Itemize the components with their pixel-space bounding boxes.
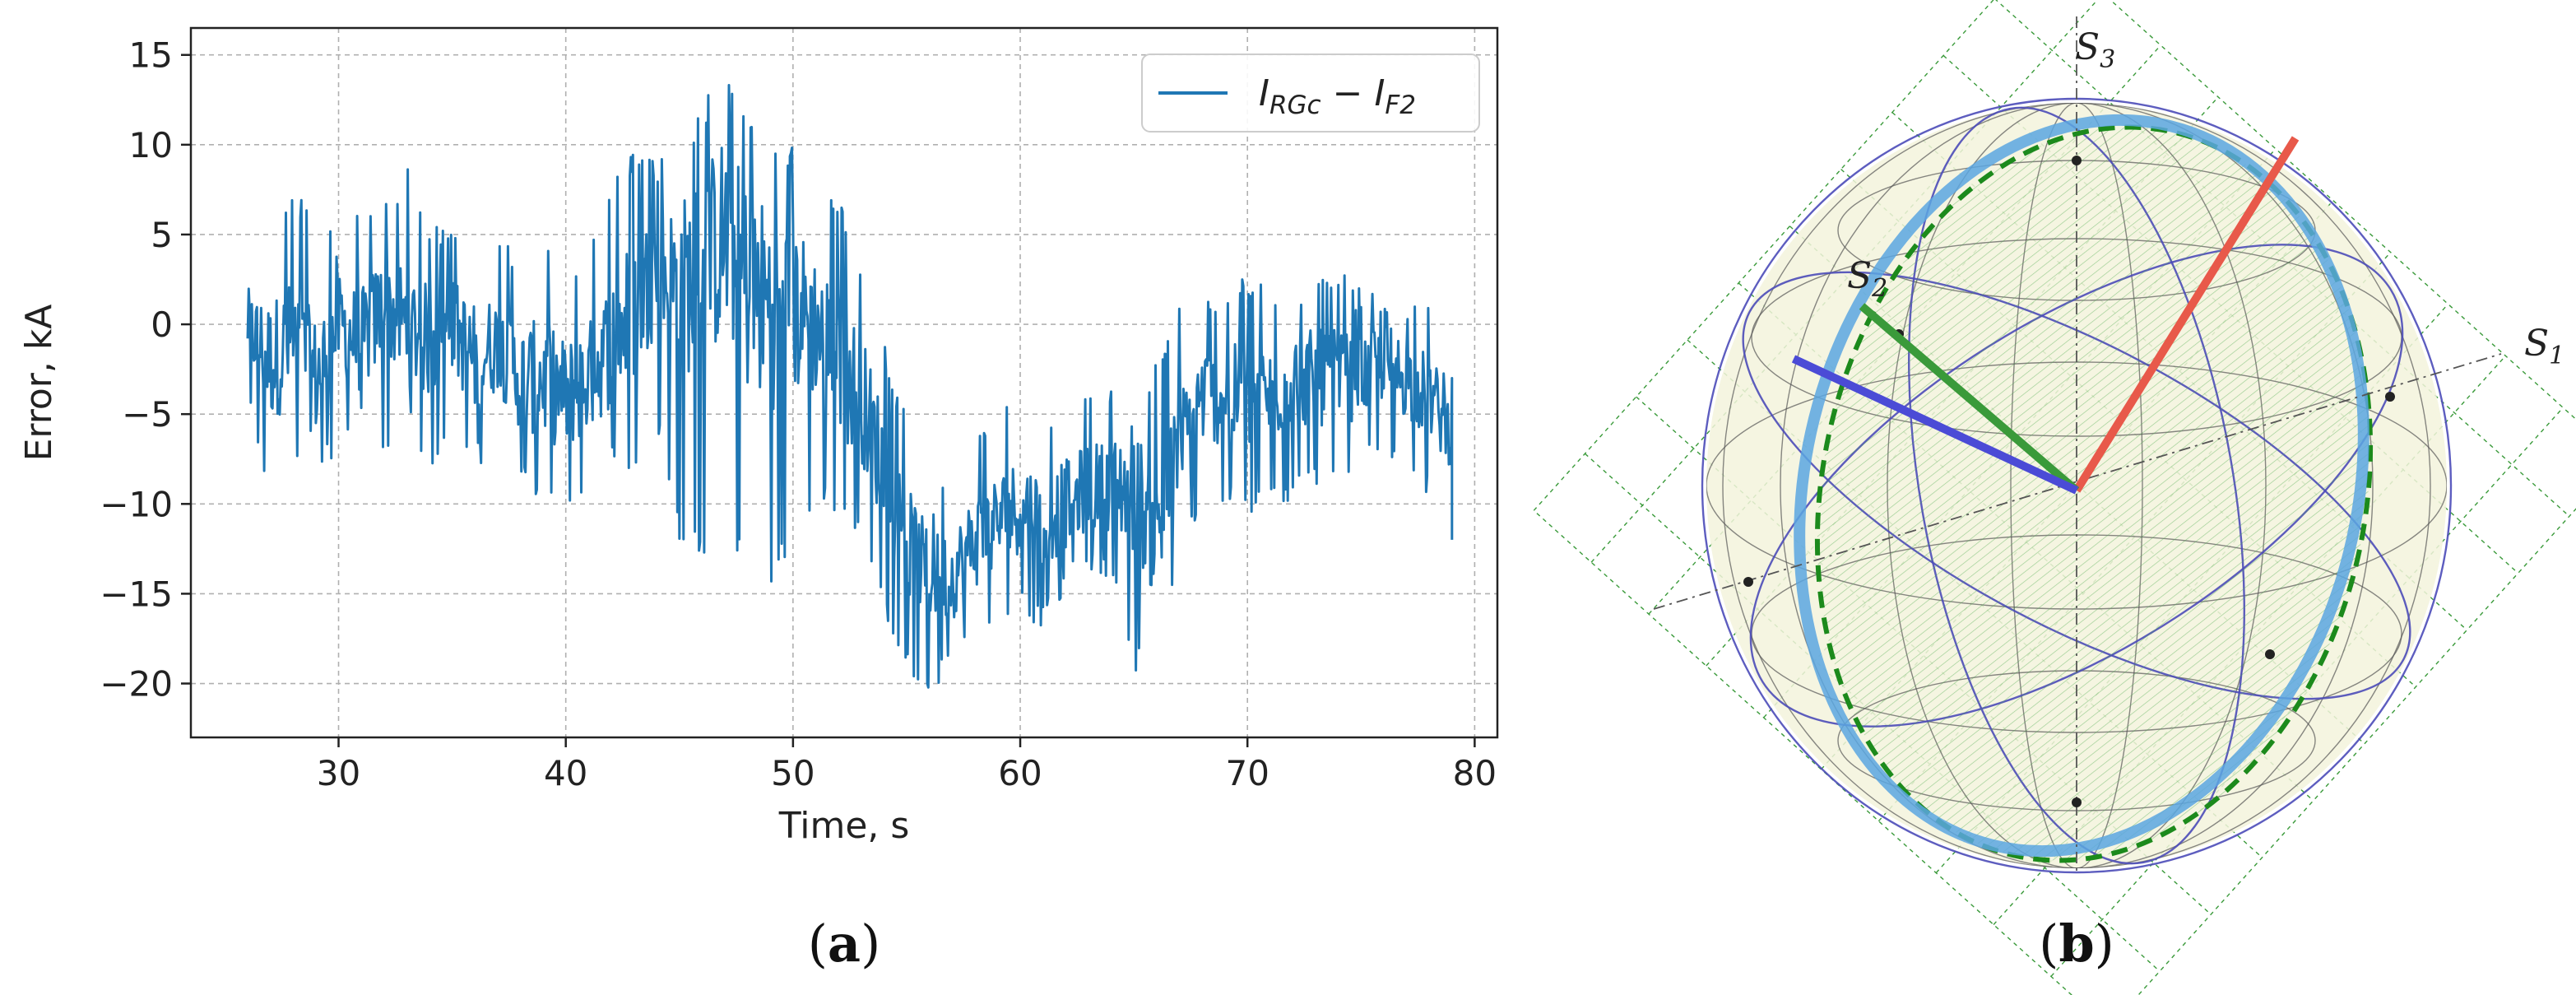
y-tick-label: −5 (122, 394, 173, 435)
label-s3: S3 (2075, 26, 2115, 74)
x-tick-label: 50 (771, 753, 815, 793)
projected-ellipse-fill (1817, 127, 2371, 861)
vector-green (1859, 303, 2080, 494)
legend: IRGc − IF2 (1141, 53, 1480, 133)
x-axis-ticks: 30 40 50 60 70 80 (317, 737, 1497, 793)
legend-label: IRGc − IF2 (1259, 72, 1416, 120)
panel-a: 30 40 50 60 70 80 −20 −15 −10 −5 0 5 10 15 Time, s E… (18, 26, 1499, 974)
vector-blue (1791, 355, 2079, 495)
reference-axes (1653, 16, 2502, 872)
x-tick-label: 80 (1453, 753, 1497, 793)
y-tick-label: −10 (100, 484, 173, 524)
y-tick-label: 15 (129, 35, 173, 76)
y-tick-label: −15 (100, 574, 173, 614)
x-tick-label: 70 (1225, 753, 1269, 793)
y-axis-label: Error, kA (18, 305, 60, 462)
projected-ellipse-outline (1814, 124, 2374, 863)
plot-frame (189, 26, 1499, 739)
stokes-vectors (1791, 136, 2300, 495)
y-tick-label: 0 (151, 305, 173, 345)
y-tick-label: 10 (129, 125, 173, 165)
caption-b: (b) (2039, 914, 2114, 974)
label-s1: S1 (2524, 323, 2564, 370)
label-s2: S2 (1847, 255, 1887, 303)
series-line-irgc-if2 (246, 84, 1454, 689)
x-tick-label: 40 (544, 753, 587, 793)
x-tick-label: 30 (317, 753, 360, 793)
y-tick-label: 5 (151, 215, 173, 255)
y-axis-ticks: −20 −15 −10 −5 0 5 10 15 (100, 35, 191, 704)
vector-red (2072, 136, 2300, 493)
y-tick-label: −20 (100, 664, 173, 704)
caption-a: (a) (808, 914, 881, 974)
trajectory (1794, 114, 2369, 858)
legend-box (1141, 53, 1480, 133)
x-axis-label: Time, s (778, 805, 910, 847)
panel-b: S3 S2 S1 (b) (1533, 0, 2576, 995)
x-tick-label: 60 (998, 753, 1042, 793)
